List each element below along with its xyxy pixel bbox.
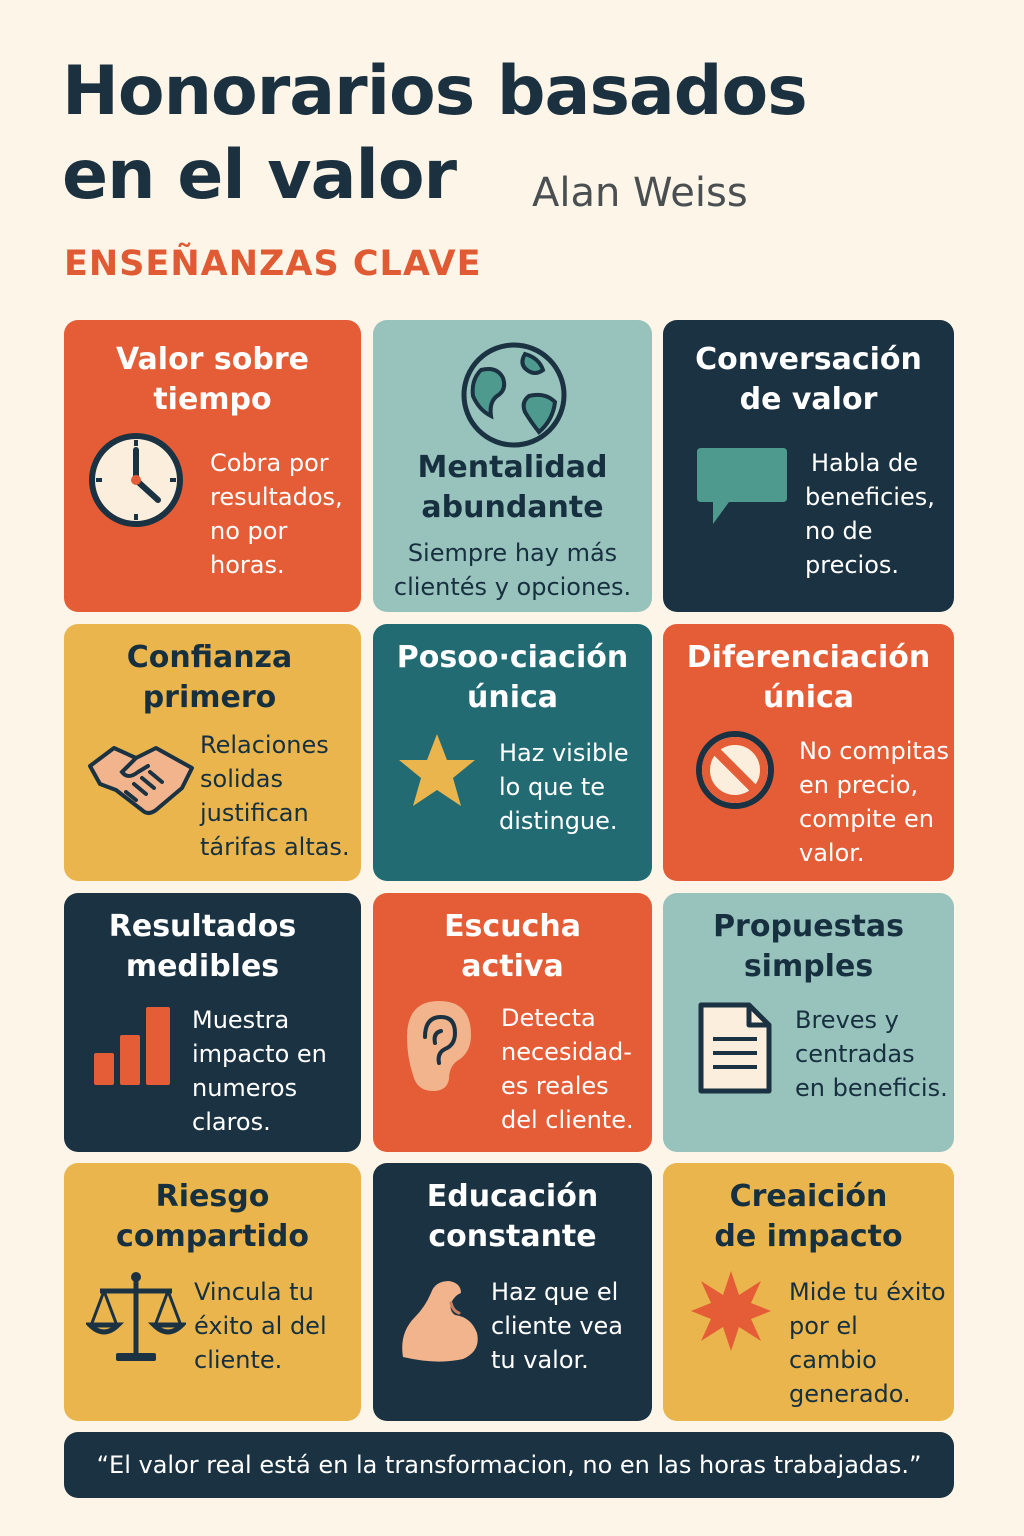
section-subtitle: ENSEÑANZAS CLAVE: [64, 244, 482, 284]
card-title: Creaición de impacto: [714, 1179, 903, 1254]
card-description: Haz que el cliente vea tu valor.: [491, 1278, 623, 1374]
card-description: Siempre hay más clientés y opciones.: [393, 539, 632, 601]
card-description: Relaciones solidas justifican tárifas altas…: [200, 731, 350, 861]
card-description: Vincula tu éxito al del cliente.: [194, 1278, 327, 1374]
flexed-arm-icon: [402, 1281, 478, 1362]
card-description: Haz visible lo que te distingue.: [499, 739, 629, 835]
card-valor-sobre-tiempo: Valor sobre tiempo Cobra por resultados, no…: [64, 320, 361, 612]
card-mentalidad-abundante: Mentalidad abundante Siempre hay más clien…: [373, 320, 652, 612]
card-title: Riesgo compartido: [116, 1179, 309, 1254]
card-educacion-constante: Educación constante Haz que el cliente vea…: [373, 1163, 652, 1421]
card-title: Resultados medibles: [108, 909, 297, 984]
card-description: Cobra por resultados, no por horas.: [210, 449, 343, 579]
card-title: Escucha activa: [444, 909, 581, 984]
card-propuestas-simples: Propuestas simples Breves y centradas en be…: [663, 893, 954, 1152]
card-description: Breves y centradas en beneficis.: [795, 1006, 948, 1102]
footer-quote: “El valor real está en la transformacion…: [64, 1432, 954, 1498]
card-riesgo-compartido: Riesgo compartido Vincula tu éxito al del c…: [64, 1163, 361, 1421]
title-line-1: Honorarios basados: [62, 52, 808, 131]
card-description: Muestra impacto en numeros claros.: [192, 1006, 327, 1136]
prohibited-icon: [696, 731, 774, 809]
card-title: Mentalidad abundante: [417, 450, 608, 525]
card-description: Habla de beneficies, no de precios.: [805, 449, 935, 579]
card-posicionamiento-unica: Posoo·ciación única Haz visible lo que te d…: [373, 624, 652, 881]
card-title: Educación constante: [426, 1179, 599, 1254]
card-creacion-de-impacto: Creaición de impacto Mide tu éxito por el c…: [663, 1163, 954, 1421]
card-resultados-medibles: Resultados medibles Muestra impacto en nume…: [64, 893, 361, 1152]
bar-chart-icon: [94, 1007, 170, 1085]
document-icon: [698, 1002, 772, 1094]
card-title: Diferenciación única: [686, 640, 931, 715]
card-title: Conversación de valor: [695, 342, 922, 417]
burst-icon: [691, 1271, 771, 1351]
card-description: No compitas en precio, compite en valor.: [799, 737, 950, 867]
title-line-2: en el valor: [62, 136, 457, 215]
scales-icon: [86, 1272, 186, 1361]
card-title: Posoo·ciación única: [396, 640, 629, 715]
clock-icon: [89, 433, 183, 527]
card-title: Valor sobre tiempo: [115, 342, 310, 417]
card-description: Detecta necesidad-es reales del cliente.: [501, 1004, 634, 1134]
page-title: Honorarios basados en el valor: [62, 50, 808, 218]
card-diferenciacion-unica: Diferenciación única No compitas en precio…: [663, 624, 954, 881]
handshake-icon: [88, 746, 194, 815]
card-description: Mide tu éxito por el cambio generado.: [789, 1278, 946, 1408]
card-confianza-primero: Confianza primero Relaciones solidas justif…: [64, 624, 361, 881]
card-title: Propuestas simples: [713, 909, 904, 984]
globe-icon: [461, 342, 567, 448]
card-title: Confianza primero: [126, 640, 293, 715]
ear-icon: [407, 1001, 471, 1091]
speech-bubble-icon: [697, 448, 787, 524]
card-escucha-activa: Escucha activa Detecta necesidad-es reales…: [373, 893, 652, 1152]
author-name: Alan Weiss: [532, 170, 748, 216]
card-conversacion-de-valor: Conversación de valor Habla de beneficies,…: [663, 320, 954, 612]
star-icon: [399, 734, 475, 806]
